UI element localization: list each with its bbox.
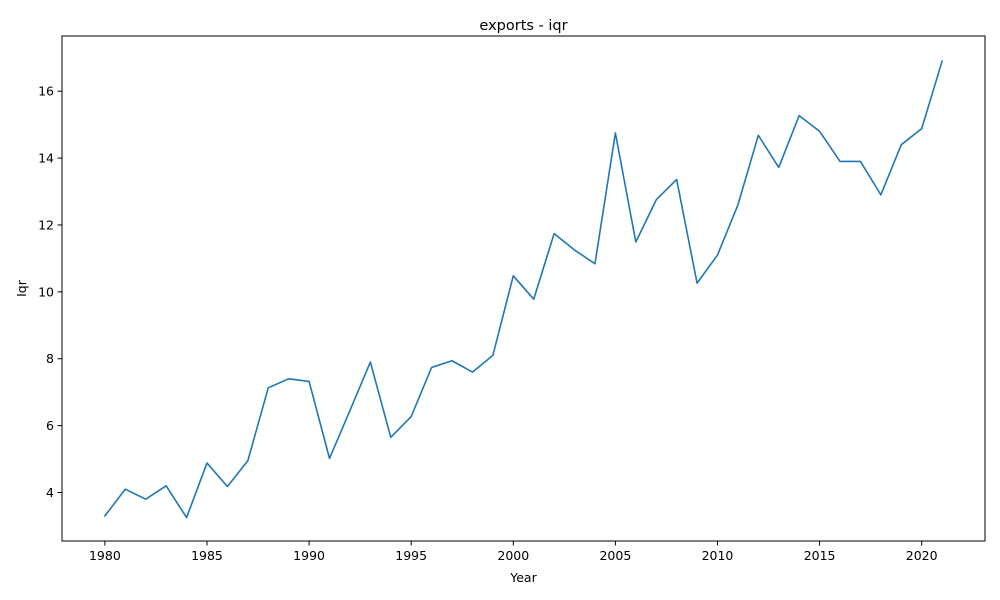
- y-tick-label: 16: [38, 84, 54, 99]
- y-tick-label: 8: [46, 351, 54, 366]
- x-tick-label: 2000: [497, 548, 529, 563]
- x-tick-label: 1995: [395, 548, 427, 563]
- chart-title: exports - iqr: [479, 18, 567, 34]
- x-axis: 1980 1985 1990 1995 2000 2005 2010 2015 2020: [89, 541, 938, 563]
- x-tick-label: 2015: [804, 548, 836, 563]
- x-tick-label: 2010: [702, 548, 734, 563]
- x-axis-label: Year: [509, 570, 537, 585]
- plot-frame: [61, 35, 986, 542]
- x-tick-label: 2005: [599, 548, 631, 563]
- y-tick-label: 14: [38, 151, 54, 166]
- y-tick-label: 4: [46, 485, 54, 500]
- x-tick-label: 1990: [293, 548, 325, 563]
- y-tick-label: 10: [38, 284, 54, 299]
- y-axis: 4 6 8 10 12 14 16: [38, 84, 62, 500]
- x-tick-label: 2020: [906, 548, 938, 563]
- series-line: [104, 60, 943, 519]
- x-tick-label: 1980: [89, 548, 121, 563]
- y-tick-label: 6: [46, 418, 54, 433]
- plot-area: 1980 1985 1990 1995 2000 2005 2010 2015 2020 4 6 8…: [38, 35, 986, 563]
- y-tick-label: 12: [38, 217, 54, 232]
- y-axis-label: Iqr: [14, 279, 29, 297]
- x-tick-label: 1985: [191, 548, 223, 563]
